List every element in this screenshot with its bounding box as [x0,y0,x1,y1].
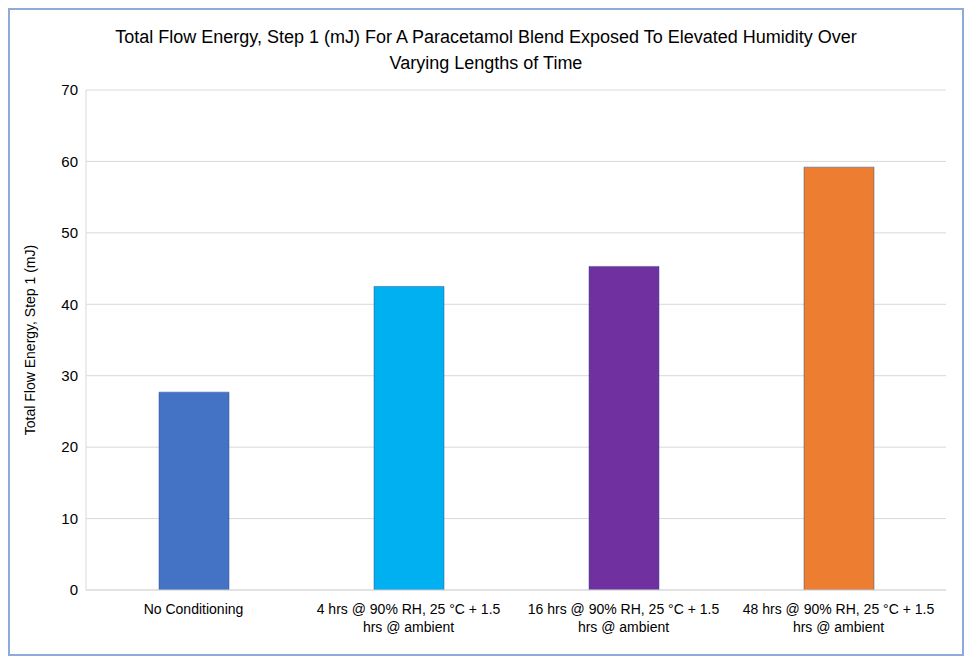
svg-text:No Conditioning: No Conditioning [144,601,244,617]
svg-text:16 hrs @ 90% RH, 25 °C + 1.5hr: 16 hrs @ 90% RH, 25 °C + 1.5hrs @ ambien… [528,601,720,635]
svg-text:50: 50 [61,224,78,241]
svg-text:60: 60 [61,153,78,170]
svg-text:40: 40 [61,296,78,313]
svg-text:4 hrs @ 90% RH, 25 °C + 1.5hrs: 4 hrs @ 90% RH, 25 °C + 1.5hrs @ ambient [317,601,501,635]
svg-text:0: 0 [70,581,78,598]
svg-text:20: 20 [61,438,78,455]
html-text:Total Flow Energy, Step 1 (mJ): Total Flow Energy, Step 1 (mJ) For A Par… [115,27,857,73]
svg-text:Total Flow Energy, Step 1 (mJ): Total Flow Energy, Step 1 (mJ) [22,245,38,435]
svg-text:30: 30 [61,367,78,384]
svg-text:10: 10 [61,510,78,527]
svg-text:48 hrs @ 90% RH, 25 °C + 1.5hr: 48 hrs @ 90% RH, 25 °C + 1.5hrs @ ambien… [743,601,935,635]
svg-text:70: 70 [61,81,78,98]
